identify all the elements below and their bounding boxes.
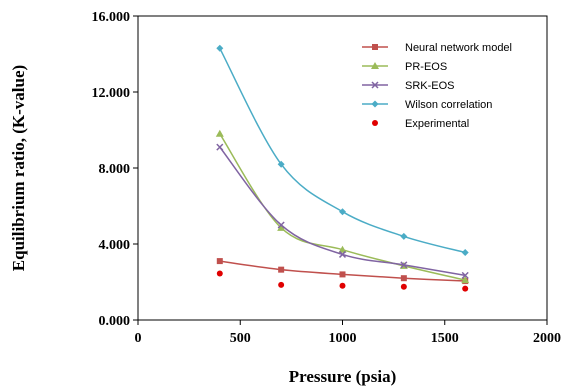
series-layer [215, 44, 470, 292]
legend-marker [372, 44, 378, 50]
data-point [400, 283, 407, 290]
data-point [461, 271, 469, 279]
x-tick-label: 2000 [533, 331, 561, 346]
y-tick-label: 4.000 [99, 238, 131, 253]
x-tick-label: 0 [135, 331, 142, 346]
data-point [339, 282, 346, 289]
y-tick-label: 0.000 [99, 314, 131, 329]
legend: Neural network model PR-EOS SRK-EOS Wilson … [362, 42, 512, 130]
data-point [215, 129, 224, 137]
x-axis-title: Pressure (psia) [289, 367, 397, 386]
legend-marker [371, 81, 379, 89]
y-tick-label: 8.000 [99, 162, 131, 177]
data-point [277, 223, 286, 231]
legend-label: PR-EOS [405, 61, 447, 73]
data-point [216, 270, 223, 277]
legend-item: PR-EOS [362, 61, 447, 73]
legend-label: Wilson correlation [405, 99, 492, 111]
y-tick-label: 16.000 [92, 10, 131, 25]
x-tick-label: 1500 [431, 331, 459, 346]
data-point [400, 261, 408, 269]
legend-item: SRK-EOS [362, 80, 455, 92]
series-neural-network-model [216, 258, 469, 285]
y-tick-label: 12.000 [92, 86, 131, 101]
series-pr-eos [215, 129, 470, 284]
series-line [219, 146, 466, 277]
x-axis: 0 500 1000 1500 2000 [135, 320, 561, 346]
legend-item: Neural network model [362, 42, 512, 54]
legend-marker [371, 62, 379, 69]
legend-item: Wilson correlation [362, 99, 492, 111]
data-point [338, 250, 347, 258]
legend-item: Experimental [372, 118, 469, 130]
y-axis: 0.000 4.000 8.000 12.000 16.000 [92, 10, 138, 329]
series-line [219, 47, 466, 254]
legend-label: SRK-EOS [405, 80, 455, 92]
series-srk-eos [216, 143, 469, 279]
series-wilson-correlation [216, 44, 469, 257]
data-point [278, 281, 285, 288]
data-point [462, 285, 469, 292]
data-point [461, 276, 470, 284]
data-point [216, 44, 224, 52]
legend-label: Experimental [405, 118, 469, 130]
x-tick-label: 500 [230, 331, 251, 346]
y-axis-title: Equilibrium ratio, (K-value) [9, 65, 28, 271]
data-point [400, 275, 407, 282]
x-tick-label: 1000 [329, 331, 357, 346]
data-point [216, 258, 223, 265]
legend-marker [371, 100, 379, 108]
data-point [400, 232, 408, 240]
legend-marker [372, 120, 378, 126]
data-point [216, 143, 224, 151]
data-point [339, 208, 346, 216]
legend-label: Neural network model [405, 42, 512, 54]
data-point [277, 160, 285, 168]
data-point [338, 245, 347, 253]
series-experimental [216, 270, 469, 292]
series-line [219, 133, 466, 281]
data-point [461, 249, 469, 257]
data-point [339, 271, 346, 278]
data-point [278, 266, 285, 273]
data-point [277, 221, 285, 229]
